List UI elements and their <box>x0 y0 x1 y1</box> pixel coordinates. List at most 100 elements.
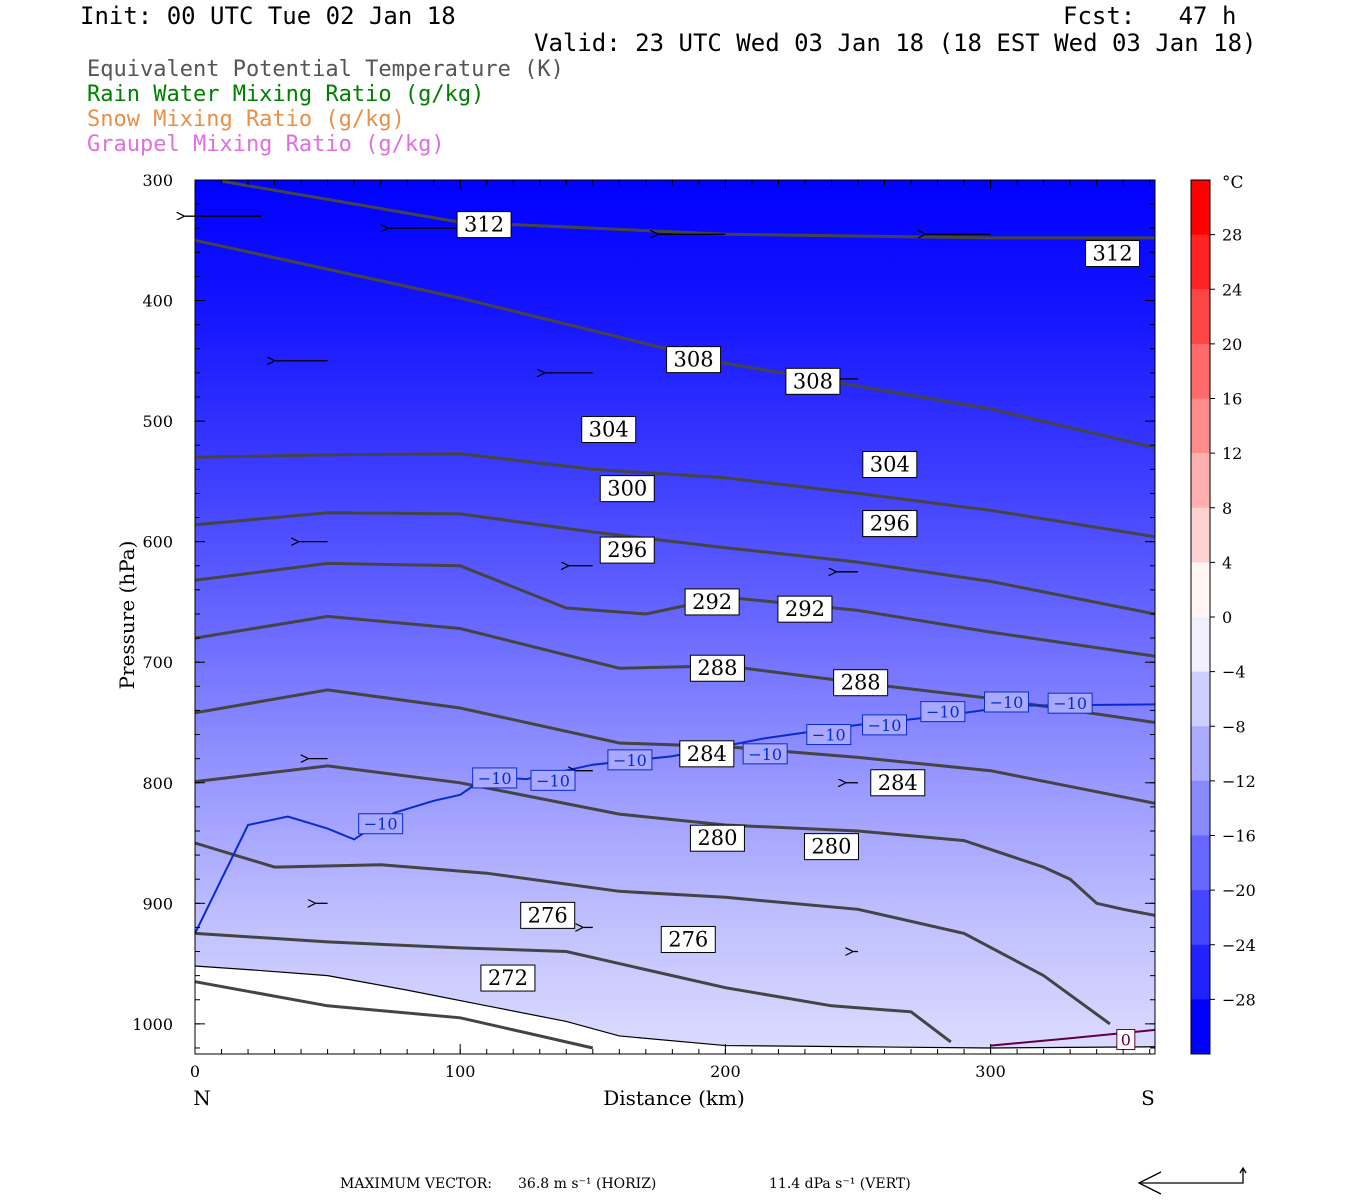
theta-e-label: 292 <box>692 590 732 614</box>
theta-e-label: 280 <box>697 826 737 850</box>
y-tick-label: 700 <box>142 653 173 672</box>
colorbar-label: 16 <box>1222 390 1242 409</box>
y-tick-label: 500 <box>142 412 173 431</box>
colorbar-bin <box>1191 944 1210 1000</box>
temperature-label-box <box>472 767 518 789</box>
colorbar-bin <box>1191 234 1210 290</box>
x-tick-label: 300 <box>975 1062 1006 1081</box>
zero-label: 0 <box>1121 1031 1131 1050</box>
theta-e-label-box <box>456 211 512 239</box>
colorbar-bin <box>1191 562 1210 618</box>
legend-graupel: Graupel Mixing Ratio (g/kg) <box>87 132 445 157</box>
theta-e-contour-300 <box>194 511 1156 616</box>
terrain-line <box>194 965 1156 1049</box>
colorbar-bin <box>1191 343 1210 399</box>
theta-e-label-box <box>599 536 655 564</box>
theta-e-label-box <box>581 416 637 444</box>
theta-e-contour-284 <box>194 764 1156 917</box>
x-tick-label: 200 <box>710 1062 741 1081</box>
x-tick-label: 0 <box>190 1062 200 1081</box>
temperature-label: −10 <box>478 769 512 788</box>
theta-e-label-box <box>785 367 841 395</box>
theta-e-label: 296 <box>870 512 910 536</box>
theta-e-label-box <box>870 769 926 797</box>
theta-e-label-box <box>862 510 918 538</box>
theta-e-contour-312 <box>221 179 1155 240</box>
temperature-label-box <box>806 724 852 746</box>
theta-e-label-box <box>480 964 536 992</box>
theta-e-label-box <box>684 588 740 616</box>
colorbar-bin <box>1191 180 1210 236</box>
theta-e-label-box <box>666 346 722 374</box>
colorbar-label: −16 <box>1222 827 1256 846</box>
theta-e-label-box <box>679 740 735 768</box>
theta-e-label: 276 <box>668 927 708 951</box>
colorbar-label: −24 <box>1222 936 1256 955</box>
reference-vector-icon <box>1137 1166 1247 1195</box>
colorbar-bin <box>1191 726 1210 782</box>
colorbar-label: −4 <box>1222 663 1246 682</box>
theta-e-label: 300 <box>607 477 647 501</box>
colorbar-label: 4 <box>1222 553 1232 572</box>
x-end-label-north: N <box>193 1086 211 1110</box>
theta-e-label: 308 <box>793 369 833 393</box>
colorbar-bin <box>1191 780 1210 836</box>
legend-snow: Snow Mixing Ratio (g/kg) <box>87 107 405 132</box>
forecast-hour: Fcst: 47 h <box>1063 2 1237 30</box>
legend-rain-water: Rain Water Mixing Ratio (g/kg) <box>87 82 485 107</box>
temperature-label: −10 <box>536 771 570 790</box>
y-tick-label: 1000 <box>132 1015 173 1034</box>
x-axis-title: Distance (km) <box>603 1086 745 1110</box>
x-tick-label: 100 <box>445 1062 476 1081</box>
theta-e-contour-288 <box>194 688 1156 805</box>
init-time: Init: 00 UTC Tue 02 Jan 18 <box>80 2 456 30</box>
x-end-label-south: S <box>1141 1086 1155 1110</box>
temperature-label-box <box>530 769 576 791</box>
colorbar-bin <box>1191 507 1210 563</box>
temperature-label-box <box>862 714 908 736</box>
y-tick-label: 800 <box>142 774 173 793</box>
temperature-label: −10 <box>868 716 902 735</box>
theta-e-label: 272 <box>488 966 528 990</box>
theta-e-label-box <box>689 654 745 682</box>
temperature-label-box <box>607 749 653 771</box>
colorbar-label: 12 <box>1222 444 1242 463</box>
theta-e-label-box <box>660 925 716 953</box>
temperature-label: −10 <box>613 751 647 770</box>
theta-e-contour-280 <box>194 841 1111 1026</box>
temperature-label: −10 <box>1053 694 1087 713</box>
theta-e-label-box <box>862 451 918 479</box>
theta-e-contour-292 <box>194 614 1156 724</box>
y-tick-label: 900 <box>142 894 173 913</box>
colorbar-bin <box>1191 890 1210 946</box>
temperature-label: −10 <box>364 815 398 834</box>
theta-e-contour-304 <box>194 452 1156 539</box>
theta-e-label: 284 <box>687 742 727 766</box>
colorbar-label: −8 <box>1222 717 1246 736</box>
zero-label-box <box>1116 1029 1136 1051</box>
theta-e-label: 280 <box>811 835 851 859</box>
colorbar-label: 28 <box>1222 226 1242 245</box>
theta-e-label: 312 <box>1093 242 1133 266</box>
colorbar-label: 24 <box>1222 280 1242 299</box>
colorbar-bin <box>1191 398 1210 454</box>
theta-e-label: 308 <box>674 348 714 372</box>
temperature-label-box <box>742 743 788 765</box>
colorbar-bin <box>1191 835 1210 891</box>
max-vector-horiz: 36.8 m s⁻¹ (HORIZ) <box>518 1176 657 1192</box>
theta-e-label: 296 <box>607 538 647 562</box>
colorbar-unit: °C <box>1222 173 1244 193</box>
colorbar-bin <box>1191 999 1210 1055</box>
temperature-label: −10 <box>926 703 960 722</box>
theta-e-label: 288 <box>841 671 881 695</box>
theta-e-contour-272 <box>194 980 594 1050</box>
colorbar-bin <box>1191 289 1210 345</box>
valid-time: Valid: 23 UTC Wed 03 Jan 18 (18 EST Wed … <box>534 29 1257 57</box>
terrain <box>195 965 1155 1054</box>
theta-e-label-box <box>599 475 655 503</box>
colorbar-label: −28 <box>1222 990 1256 1009</box>
theta-e-label: 288 <box>697 656 737 680</box>
colorbar-bin <box>1191 671 1210 727</box>
theta-e-label: 292 <box>785 597 825 621</box>
